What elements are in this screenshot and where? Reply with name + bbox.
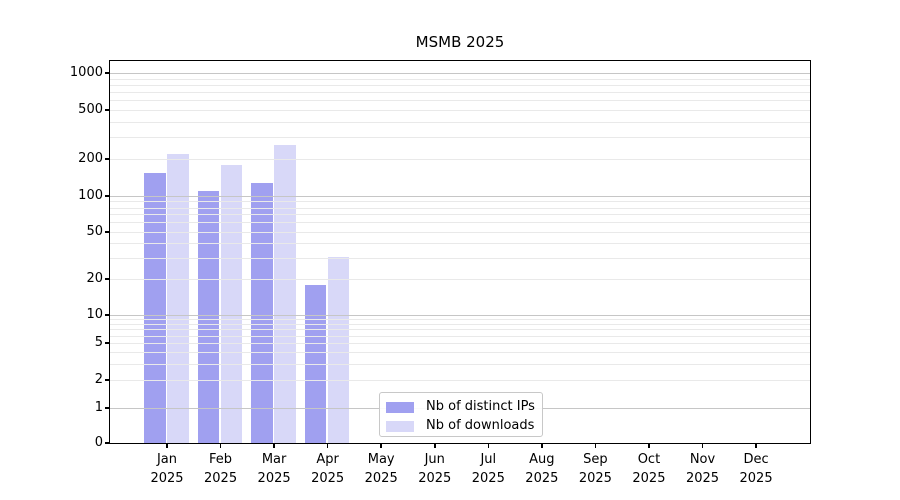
x-tick-label: Sep 2025 [578,452,612,486]
minor-gridline [110,137,810,139]
bar-distinct-ips-feb [197,190,220,443]
x-tick-mark [326,443,329,448]
y-tick-mark [105,314,110,316]
minor-gridline [110,84,810,86]
y-tick-label: 0 [94,435,103,450]
minor-gridline [110,319,810,321]
x-tick-label: Oct 2025 [632,452,666,486]
bar-downloads-jan [167,153,189,443]
x-tick-mark [434,443,436,448]
chart-title: MSMB 2025 [415,33,505,51]
x-tick-label: Dec 2025 [739,452,773,486]
x-tick-mark [755,443,757,448]
x-tick-label: Aug 2025 [525,452,559,486]
x-tick-mark [166,443,168,448]
y-tick-mark [105,407,110,409]
bar-downloads-feb [220,164,243,443]
major-gridline [110,315,810,316]
minor-gridline [110,231,810,233]
legend-swatch-distinct-ips [386,401,414,413]
legend-label-distinct-ips: Nb of distinct IPs [426,399,535,414]
legend-item-downloads: Nb of downloads [386,418,542,434]
x-tick-label: Jan 2025 [150,452,184,486]
y-tick-label: 20 [86,271,103,287]
minor-gridline [110,110,810,112]
minor-gridline [110,243,810,245]
bar-distinct-ips-jan [144,172,166,443]
minor-gridline [110,222,810,224]
minor-gridline [110,324,810,325]
y-tick-label: 1000 [69,65,103,80]
y-tick-mark [105,231,110,233]
x-tick-label: Mar 2025 [257,452,291,486]
y-tick-mark [105,72,110,74]
bar-downloads-apr [327,256,350,443]
y-tick-label: 10 [86,307,103,322]
minor-gridline [110,279,810,281]
minor-gridline [110,352,810,353]
major-gridline [110,196,810,197]
y-tick-mark [105,109,110,111]
minor-gridline [110,342,810,344]
y-tick-mark [105,379,110,381]
x-tick-label: Nov 2025 [685,452,720,486]
legend-label-downloads: Nb of downloads [426,418,535,433]
y-tick-label: 50 [86,223,103,239]
bar-distinct-ips-mar [251,182,273,443]
x-tick-mark [648,443,650,448]
y-tick-label: 2 [94,372,103,387]
minor-gridline [110,158,810,160]
x-tick-mark [487,443,490,448]
x-tick-label: Apr 2025 [311,452,345,486]
y-tick-label: 200 [78,150,103,166]
minor-gridline [110,121,810,123]
x-tick-mark [594,443,597,448]
x-tick-label: Jul 2025 [471,452,505,486]
minor-gridline [110,363,810,365]
y-tick-label: 5 [94,334,103,350]
minor-gridline [110,214,810,216]
minor-gridline [110,258,810,260]
minor-gridline [110,78,810,80]
x-tick-mark [219,443,222,448]
x-tick-label: Feb 2025 [204,452,238,486]
x-tick-mark [273,443,275,448]
x-tick-mark [701,443,704,448]
major-gridline [110,73,810,74]
y-tick-mark [105,195,110,197]
x-tick-label: May 2025 [364,452,398,486]
bar-downloads-mar [274,144,296,443]
y-tick-label: 500 [78,102,103,118]
minor-gridline [110,329,810,331]
minor-gridline [110,380,810,381]
y-tick-mark [105,342,110,344]
minor-gridline [110,335,810,337]
y-tick-label: 100 [78,188,103,203]
x-tick-mark [541,443,543,448]
y-tick-label: 1 [94,400,103,415]
y-tick-mark [105,278,110,280]
y-tick-mark [105,442,110,444]
minor-gridline [110,201,810,203]
x-tick-label: Jun 2025 [418,452,452,486]
minor-gridline [110,207,810,209]
legend: Nb of distinct IPs Nb of downloads [379,392,543,437]
minor-gridline [110,100,810,102]
x-tick-mark [380,443,382,448]
legend-item-distinct-ips: Nb of distinct IPs [386,399,542,415]
legend-swatch-downloads [386,420,414,432]
minor-gridline [110,92,810,94]
y-tick-mark [105,158,110,160]
